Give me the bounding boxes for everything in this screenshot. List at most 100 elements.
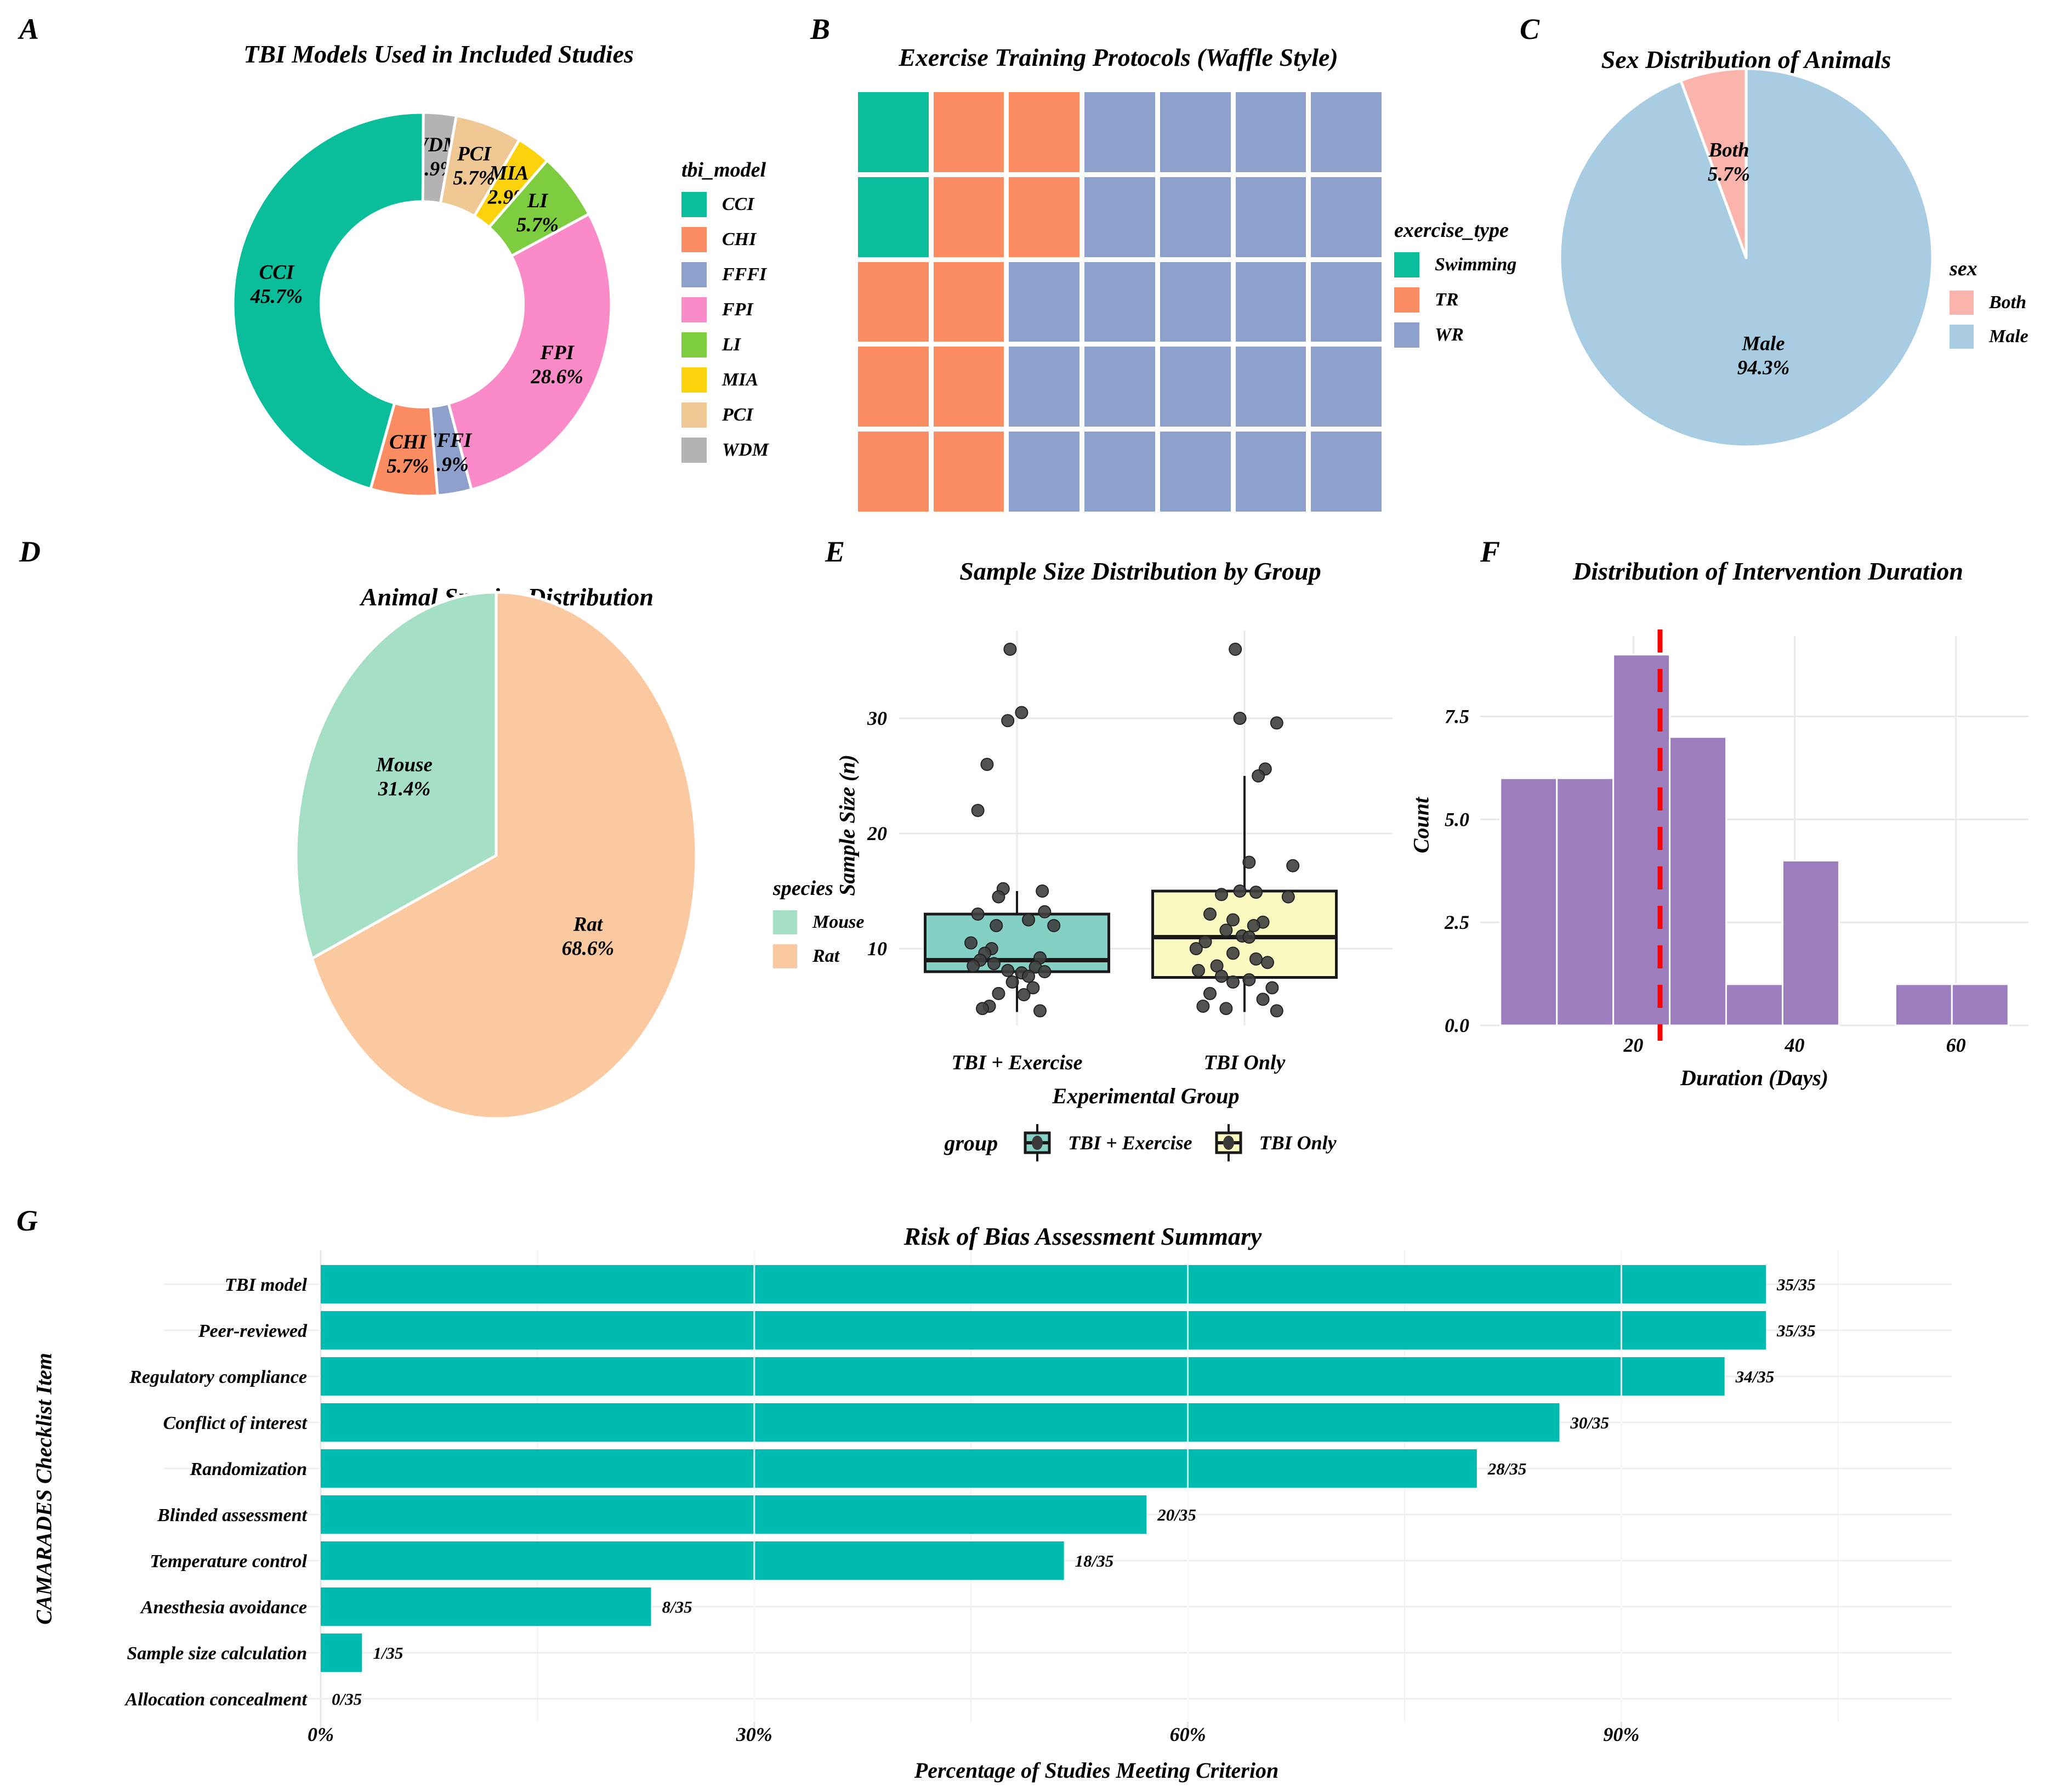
waffle-tile-WR-r1c4 [1084, 92, 1155, 172]
x-tick-30%: 30% [736, 1723, 772, 1745]
legendD-title: species [773, 877, 833, 900]
group-legend-label-TBI + Exercise: TBI + Exercise [1068, 1132, 1192, 1154]
jitter-point [1001, 714, 1015, 728]
legend-item-Both: Both [1950, 291, 2028, 315]
species-legend: species Mouse Rat [773, 876, 864, 978]
legend-label-WR: WR [1435, 325, 1464, 345]
legend-item-CHI: CHI [681, 227, 769, 252]
jitter-point [1038, 905, 1052, 918]
bar-Regulatory compliance [321, 1357, 1725, 1396]
jitter-point [1226, 913, 1240, 927]
legend-label-WDM: WDM [722, 440, 769, 460]
hist-bar-59.5-66.5 [1951, 983, 2009, 1027]
waffle-tile-WR-r5c5 [1160, 432, 1231, 512]
x-category-TBI + Exercise: TBI + Exercise [951, 1051, 1082, 1074]
jitter-point [1196, 1000, 1210, 1013]
bar-TBI model [321, 1265, 1766, 1303]
legend-item-Mouse: Mouse [773, 910, 864, 934]
jitter-point [990, 919, 1003, 932]
jitter-point [1022, 913, 1035, 927]
jitter-point [1252, 769, 1265, 782]
legend-item-Male: Male [1950, 325, 2028, 349]
waffle-tile-WR-r4c3 [1009, 347, 1080, 427]
jitter-point [967, 959, 980, 973]
y-tick-0.0: 0.0 [1445, 1014, 1469, 1036]
jitter-point [1026, 981, 1040, 995]
waffle-tile-TR-r3c1 [858, 262, 929, 342]
group-legend-item-TBI Only: TBI Only [1212, 1123, 1337, 1162]
sample-size-boxplot: 10 20 30 TBI + Exercise TBI Only [867, 631, 1393, 1074]
slice-pct-LI: 5.7% [516, 214, 559, 236]
slice-label-Mouse: Mouse [376, 753, 433, 776]
legend-swatch-CHI [681, 227, 707, 252]
jitter-point [1192, 963, 1205, 977]
waffle-tile-WR-r5c3 [1009, 432, 1080, 512]
waffle-tile-Swimming-r2c1 [858, 177, 929, 257]
jitter-point [1270, 1004, 1283, 1018]
jitter-point [1203, 908, 1217, 921]
y-category-Conflict of interest: Conflict of interest [163, 1413, 308, 1433]
x-tick-40: 40 [1785, 1034, 1805, 1056]
panel-g-title: Risk of Bias Assessment Summary [904, 1222, 1262, 1250]
waffle-tile-WR-r5c6 [1235, 432, 1306, 512]
legend-item-WDM: WDM [681, 438, 769, 463]
bar-annotation: 34/35 [1735, 1367, 1775, 1386]
jitter-point [971, 804, 985, 817]
slice-label-Rat: Rat [573, 914, 604, 936]
jitter-point [1047, 919, 1061, 932]
waffle-tile-TR-r5c2 [933, 432, 1004, 512]
jitter-point [1022, 969, 1035, 983]
waffle-tile-WR-r2c4 [1084, 177, 1155, 257]
legend-label-FPI: FPI [722, 299, 753, 320]
waffle-tile-WR-r5c4 [1084, 432, 1155, 512]
waffle-tile-WR-r1c6 [1235, 92, 1306, 172]
legend-swatch-TR [1394, 287, 1419, 313]
waffle-tile-WR-r2c7 [1311, 177, 1382, 257]
pie-slice-Mouse [294, 591, 498, 960]
slice-label-Male: Male [1741, 333, 1785, 355]
jitter-point [1017, 988, 1031, 1001]
jitter-point [1242, 855, 1256, 869]
boxplot-key-icon [1024, 1124, 1051, 1161]
pie-slice-Rat [310, 591, 698, 1120]
waffle-tile-WR-r3c4 [1084, 262, 1155, 342]
panel-a-letter: A [19, 13, 39, 46]
slice-pct-PCI: 5.7% [453, 167, 495, 189]
legend-label-MIA: MIA [722, 370, 759, 390]
hist-bar-31.5-38.5 [1725, 983, 1783, 1027]
box-TBI + Exercise [924, 912, 1110, 973]
jitter-point [992, 890, 1005, 904]
x-tick-20: 20 [1623, 1034, 1643, 1056]
jitter-point [1270, 716, 1283, 730]
slice-label-FPI: FPI [539, 342, 575, 364]
panel-b-title: Exercise Training Protocols (Waffle Styl… [899, 43, 1338, 71]
jitter-point [1265, 981, 1279, 995]
key-point [1032, 1136, 1043, 1150]
jitter-point [976, 1002, 989, 1016]
e-x-axis-label: Experimental Group [1052, 1084, 1240, 1108]
jitter-point [1286, 859, 1300, 872]
waffle-tile-TR-r1c2 [933, 92, 1004, 172]
pie-slice-Both [1679, 67, 1748, 259]
bar-annotation: 28/35 [1487, 1459, 1527, 1478]
panel-d-letter: D [19, 535, 41, 568]
duration-histogram: 0.0 2.5 5.0 7.5 20 40 60 [1444, 630, 2028, 1056]
legend-swatch-Male [1950, 325, 1974, 349]
jitter-point [1261, 956, 1274, 969]
legend-label-Male: Male [1989, 326, 2028, 347]
panel-c-letter: C [1520, 13, 1540, 46]
bar-annotation: 8/35 [662, 1597, 692, 1617]
y-category-Sample size calculation: Sample size calculation [127, 1643, 307, 1664]
slice-pct-FPI: 28.6% [530, 366, 583, 388]
waffle-tile-Swimming-r1c1 [858, 92, 929, 172]
pie-slice-CCI [231, 111, 425, 491]
bar-annotation: 30/35 [1570, 1413, 1609, 1432]
jitter-point [1226, 946, 1240, 960]
slice-pct-CHI: 5.7% [387, 455, 429, 478]
waffle-tile-TR-r2c3 [1009, 177, 1080, 257]
jitter-point [1256, 993, 1270, 1006]
boxplot-key-icon [1215, 1124, 1242, 1161]
y-tick-20: 20 [867, 823, 887, 844]
legend-label-CCI: CCI [722, 194, 754, 214]
waffle-tile-WR-r4c4 [1084, 347, 1155, 427]
